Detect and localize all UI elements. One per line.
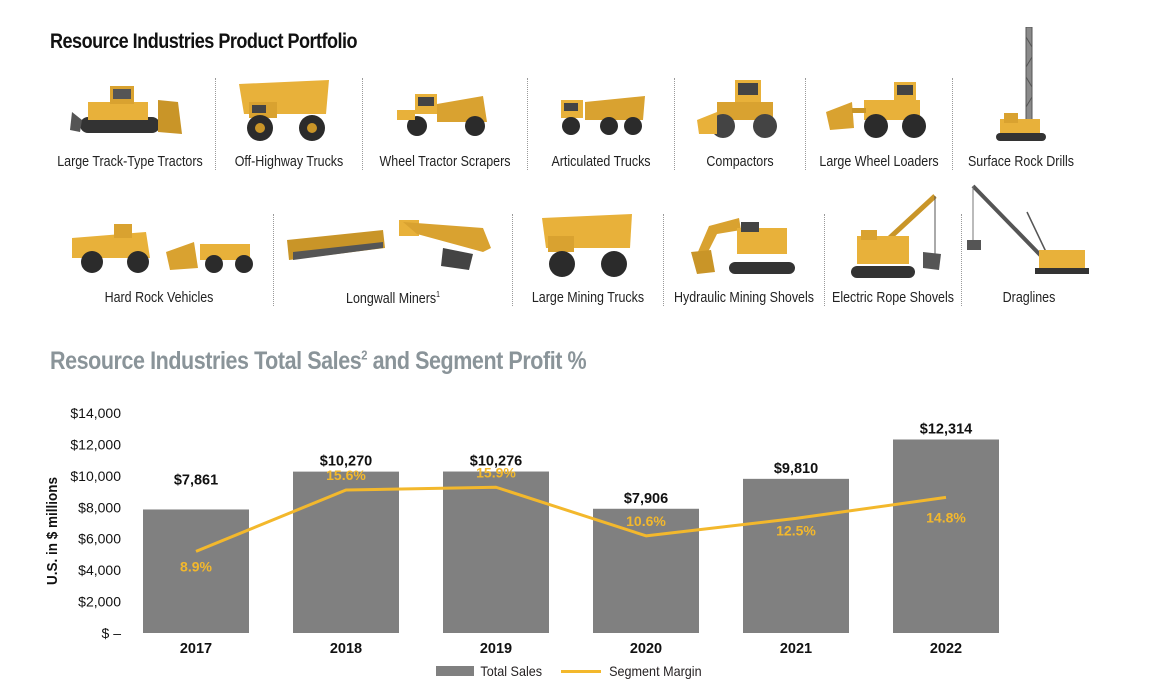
bar-2021 (743, 478, 849, 633)
bar-value-label: $7,906 (624, 491, 668, 507)
margin-value-label: 15.9% (476, 464, 516, 480)
x-tick-label: 2021 (780, 641, 812, 657)
chart-title: Resource Industries Total Sales2 and Seg… (50, 347, 587, 375)
product-large-mining-trucks: Large Mining Trucks (513, 208, 663, 318)
product-large-wheel-loaders: Large Wheel Loaders (806, 72, 952, 182)
margin-value-label: 14.8% (926, 509, 966, 525)
bar-value-label: $9,810 (774, 461, 818, 477)
product-label: Compactors (706, 154, 774, 170)
bar-value-label: $7,861 (174, 472, 218, 488)
y-tick-label: $14,000 (70, 405, 121, 421)
legend-label-total-sales: Total Sales (480, 663, 543, 679)
rock-drill-icon (996, 27, 1046, 141)
divider (961, 214, 962, 306)
product-longwall-miners: Longwall Miners1 (274, 208, 512, 318)
divider (663, 214, 664, 306)
divider (512, 214, 513, 306)
product-wheel-tractor-scrapers: Wheel Tractor Scrapers (363, 72, 527, 182)
compactor-icon (697, 80, 777, 138)
legend-label-segment-margin: Segment Margin (609, 663, 703, 679)
product-draglines: Draglines (962, 184, 1096, 318)
x-tick-label: 2022 (930, 641, 962, 657)
product-label: Hydraulic Mining Shovels (673, 290, 814, 306)
y-tick-label: $10,000 (70, 468, 121, 484)
wheel-loader-icon (826, 82, 926, 138)
divider (215, 78, 216, 170)
y-tick-label: $2,000 (78, 594, 121, 610)
portfolio-title: Resource Industries Product Portfolio (50, 30, 358, 53)
margin-value-label: 15.6% (326, 467, 366, 483)
legend: Total Sales Segment Margin (436, 663, 707, 679)
divider (805, 78, 806, 170)
product-label: Surface Rock Drills (967, 154, 1075, 170)
bar-2020 (593, 508, 699, 633)
divider (527, 78, 528, 170)
product-row-2: Hard Rock Vehicles Longwall Miners1 Larg… (45, 184, 1096, 318)
product-compactors: Compactors (675, 72, 805, 182)
divider (824, 214, 825, 306)
bar-2022 (893, 439, 999, 633)
margin-value-label: 8.9% (180, 558, 212, 574)
wheel-tractor-scraper-icon (397, 94, 487, 136)
bar-2017 (143, 509, 249, 633)
product-label: Large Wheel Loaders (819, 154, 939, 170)
x-tick-label: 2020 (630, 641, 662, 657)
product-label: Wheel Tractor Scrapers (379, 154, 511, 170)
product-label: Large Track-Type Tractors (57, 154, 203, 170)
product-surface-rock-drills: Surface Rock Drills (953, 27, 1089, 182)
articulated-truck-icon (561, 96, 645, 135)
x-tick-label: 2018 (330, 641, 362, 657)
margin-value-label: 12.5% (776, 522, 816, 538)
off-highway-truck-icon (239, 80, 329, 141)
y-tick-label: $4,000 (78, 562, 121, 578)
mining-truck-icon (542, 214, 632, 277)
product-articulated-trucks: Articulated Trucks (528, 72, 674, 182)
product-off-highway-trucks: Off-Highway Trucks (216, 72, 362, 182)
dragline-icon (967, 184, 1089, 274)
segment-margin-line (195, 485, 947, 553)
divider (362, 78, 363, 170)
product-hard-rock-vehicles: Hard Rock Vehicles (45, 208, 273, 318)
rope-shovel-icon (851, 194, 941, 278)
y-tick-label: $ – (102, 625, 122, 641)
divider (952, 78, 953, 170)
y-tick-label: $6,000 (78, 531, 121, 547)
hard-rock-vehicle-icon (72, 224, 253, 273)
hydraulic-shovel-icon (691, 218, 795, 274)
bar-value-label: $12,314 (920, 421, 972, 437)
sales-chart: $14,000 $12,000 $10,000 $8,000 $6,000 $4,000 $… (70, 405, 999, 657)
y-tick-label: $12,000 (70, 436, 121, 452)
product-row-1: Large Track-Type Tractors Off-Highway Tr… (45, 27, 1089, 182)
product-label: Off-Highway Trucks (234, 154, 344, 170)
margin-value-label: 10.6% (626, 513, 666, 529)
x-tick-label: 2017 (180, 641, 212, 657)
product-large-track-type-tractors: Large Track-Type Tractors (45, 72, 215, 182)
product-label: Large Mining Trucks (531, 290, 645, 306)
product-label: Electric Rope Shovels (832, 290, 954, 306)
product-label: Articulated Trucks (551, 154, 651, 170)
divider (273, 214, 274, 306)
bar-2019 (443, 471, 549, 633)
y-axis-label: U.S. in $ millions (44, 476, 61, 585)
x-tick-label: 2019 (480, 641, 512, 657)
product-hydraulic-mining-shovels: Hydraulic Mining Shovels (664, 208, 824, 318)
product-label: Hard Rock Vehicles (104, 290, 214, 306)
divider (674, 78, 675, 170)
product-label: Longwall Miners1 (346, 290, 440, 307)
longwall-miner-icon (287, 220, 491, 270)
bar-value-label: $10,270 (320, 454, 372, 470)
y-tick-label: $8,000 (78, 499, 121, 515)
bar-value-label: $10,276 (470, 454, 522, 470)
product-label: Draglines (1002, 290, 1056, 306)
bar-2018 (293, 471, 399, 633)
product-electric-rope-shovels: Electric Rope Shovels (825, 194, 961, 318)
track-type-tractor-icon (70, 86, 182, 134)
legend-swatch-total-sales (436, 666, 474, 676)
legend-swatch-segment-margin (561, 669, 602, 673)
